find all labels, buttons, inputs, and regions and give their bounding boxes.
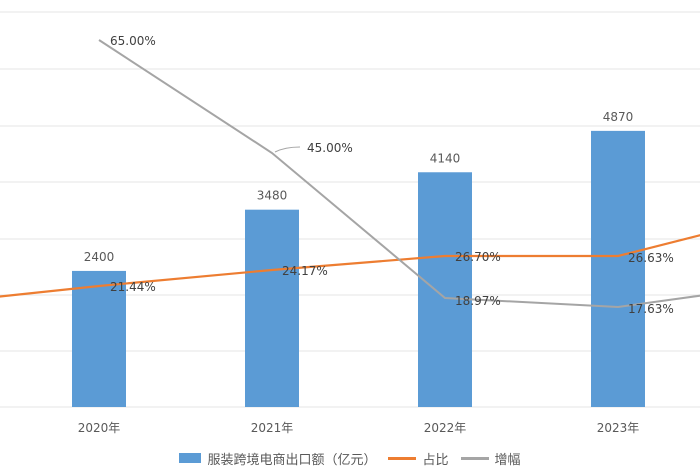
x-axis: 2020年 2021年 2022年 2023年 bbox=[78, 421, 640, 435]
gray-line-swatch-icon bbox=[460, 456, 489, 460]
legend-label-share: 占比 bbox=[422, 452, 449, 468]
lines bbox=[0, 39, 700, 309]
bar-value-label: 4870 bbox=[603, 110, 634, 124]
legend-item-share: 占比 bbox=[388, 449, 449, 468]
growth-value-label: 18.97% bbox=[455, 294, 501, 308]
share-value-label: 26.63% bbox=[628, 251, 674, 265]
x-tick-label: 2023年 bbox=[597, 421, 640, 435]
bar-value-label: 2400 bbox=[84, 250, 115, 264]
bar-2022年 bbox=[418, 172, 472, 407]
bar-value-label: 4140 bbox=[430, 151, 461, 165]
legend-item-export: 服装跨境电商出口额（亿元） bbox=[179, 449, 376, 468]
bars bbox=[72, 130, 645, 407]
share-line bbox=[0, 234, 700, 298]
orange-line-swatch-icon bbox=[388, 456, 417, 460]
data-labels: 2400 3480 4140 4870 21.44% 24.17% 26.70% 26.63%… bbox=[84, 34, 674, 316]
bar-2020年 bbox=[72, 270, 126, 407]
bar-value-label: 3480 bbox=[257, 189, 288, 203]
legend-label-growth: 增幅 bbox=[494, 452, 521, 468]
x-tick-label: 2021年 bbox=[251, 421, 294, 435]
growth-value-label: 45.00% bbox=[307, 141, 353, 155]
x-tick-label: 2022年 bbox=[424, 421, 467, 435]
bar-swatch-icon bbox=[179, 453, 202, 463]
growth-line bbox=[98, 39, 700, 309]
share-value-label: 26.70% bbox=[455, 250, 501, 264]
share-value-label: 24.17% bbox=[282, 264, 328, 278]
label-leader-line bbox=[274, 146, 301, 153]
legend: 服装跨境电商出口额（亿元） 占比 增幅 bbox=[0, 448, 700, 468]
growth-value-label: 65.00% bbox=[110, 34, 156, 48]
legend-item-growth: 增幅 bbox=[460, 449, 521, 468]
growth-value-label: 17.63% bbox=[628, 302, 674, 316]
x-tick-label: 2020年 bbox=[78, 421, 121, 435]
bar-2023年 bbox=[591, 130, 645, 407]
share-value-label: 21.44% bbox=[110, 280, 156, 294]
legend-label-export: 服装跨境电商出口额（亿元） bbox=[207, 452, 377, 468]
bar-2021年 bbox=[245, 209, 299, 407]
